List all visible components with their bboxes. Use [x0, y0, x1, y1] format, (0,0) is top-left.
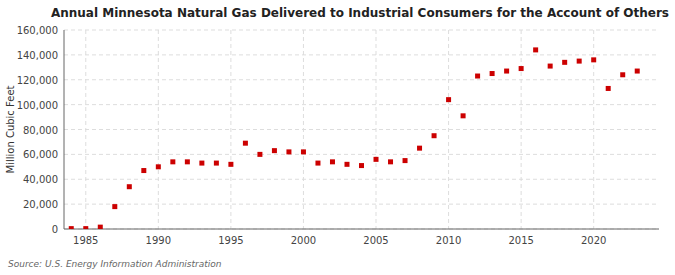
point [562, 60, 567, 65]
x-grid-line [376, 30, 377, 229]
point [606, 86, 611, 91]
point [98, 225, 103, 229]
point [69, 226, 74, 229]
point [374, 157, 379, 162]
point [272, 148, 277, 153]
y-tick-label: 80,000 [23, 125, 58, 136]
point [112, 204, 117, 209]
title: Annual Minnesota Natural Gas Delivered t… [51, 6, 669, 20]
y-tick-label: 0 [52, 224, 58, 235]
point [185, 159, 190, 164]
grid [64, 30, 659, 229]
x-grid-line [521, 30, 522, 229]
point [620, 72, 625, 77]
y-grid-line [64, 54, 659, 55]
y-tick-label: 160,000 [17, 25, 58, 36]
y-tick-label: 20,000 [23, 199, 58, 210]
point [243, 141, 248, 146]
y-tick-label: 100,000 [17, 100, 58, 111]
point [170, 159, 175, 164]
x-grid-line [158, 30, 159, 229]
x-tick-label: 2020 [581, 235, 606, 246]
x-tick-label: 1985 [73, 235, 98, 246]
point [504, 69, 509, 74]
x-tick-label: 2005 [363, 235, 388, 246]
point [577, 59, 582, 64]
x-tick-label: 1995 [218, 235, 243, 246]
point [533, 47, 538, 52]
chart: 0 20,000 40,000 60,000 80,000 100,000 120,000 1… [0, 0, 675, 275]
point [519, 66, 524, 71]
point [199, 161, 204, 166]
point [257, 152, 262, 157]
point [228, 162, 233, 167]
points [69, 47, 640, 229]
point [403, 158, 408, 163]
point [214, 161, 219, 166]
point [330, 159, 335, 164]
point [446, 97, 451, 102]
x-tick-label: 1990 [146, 235, 171, 246]
x-axis-line [64, 229, 659, 230]
point [359, 163, 364, 168]
x-grid-line [448, 30, 449, 229]
y-grid-line [64, 30, 659, 31]
y-grid-line [64, 79, 659, 80]
point [591, 57, 596, 62]
point [301, 149, 306, 154]
x-grid-line [303, 30, 304, 229]
x-tick-label: 2010 [436, 235, 461, 246]
x-tick-label: 2015 [508, 235, 533, 246]
y-grid-line [64, 229, 659, 230]
y-grid-line [64, 104, 659, 105]
point [475, 74, 480, 79]
point [315, 161, 320, 166]
y-tick-label: 140,000 [17, 50, 58, 61]
y-grid-line [64, 179, 659, 180]
x-grid-line [85, 30, 86, 229]
y-axis-line [64, 30, 65, 229]
point [388, 159, 393, 164]
point [432, 133, 437, 138]
point [156, 164, 161, 169]
x-tick-label: 2000 [291, 235, 316, 246]
y-tick-label: 40,000 [23, 174, 58, 185]
y-grid-line [64, 204, 659, 205]
y-grid-line [64, 154, 659, 155]
point [344, 162, 349, 167]
y-tick-label: 120,000 [17, 75, 58, 86]
x-grid-line [230, 30, 231, 229]
point [548, 64, 553, 69]
point [141, 168, 146, 173]
point [417, 146, 422, 151]
source-note: Source: U.S. Energy Information Administ… [8, 259, 222, 269]
point [286, 149, 291, 154]
y-axis-label: Million Cubic Feet [5, 85, 16, 173]
y-grid-line [64, 129, 659, 130]
point [490, 71, 495, 76]
point [127, 184, 132, 189]
point [461, 113, 466, 118]
y-tick-label: 60,000 [23, 149, 58, 160]
point [83, 226, 88, 229]
point [635, 69, 640, 74]
